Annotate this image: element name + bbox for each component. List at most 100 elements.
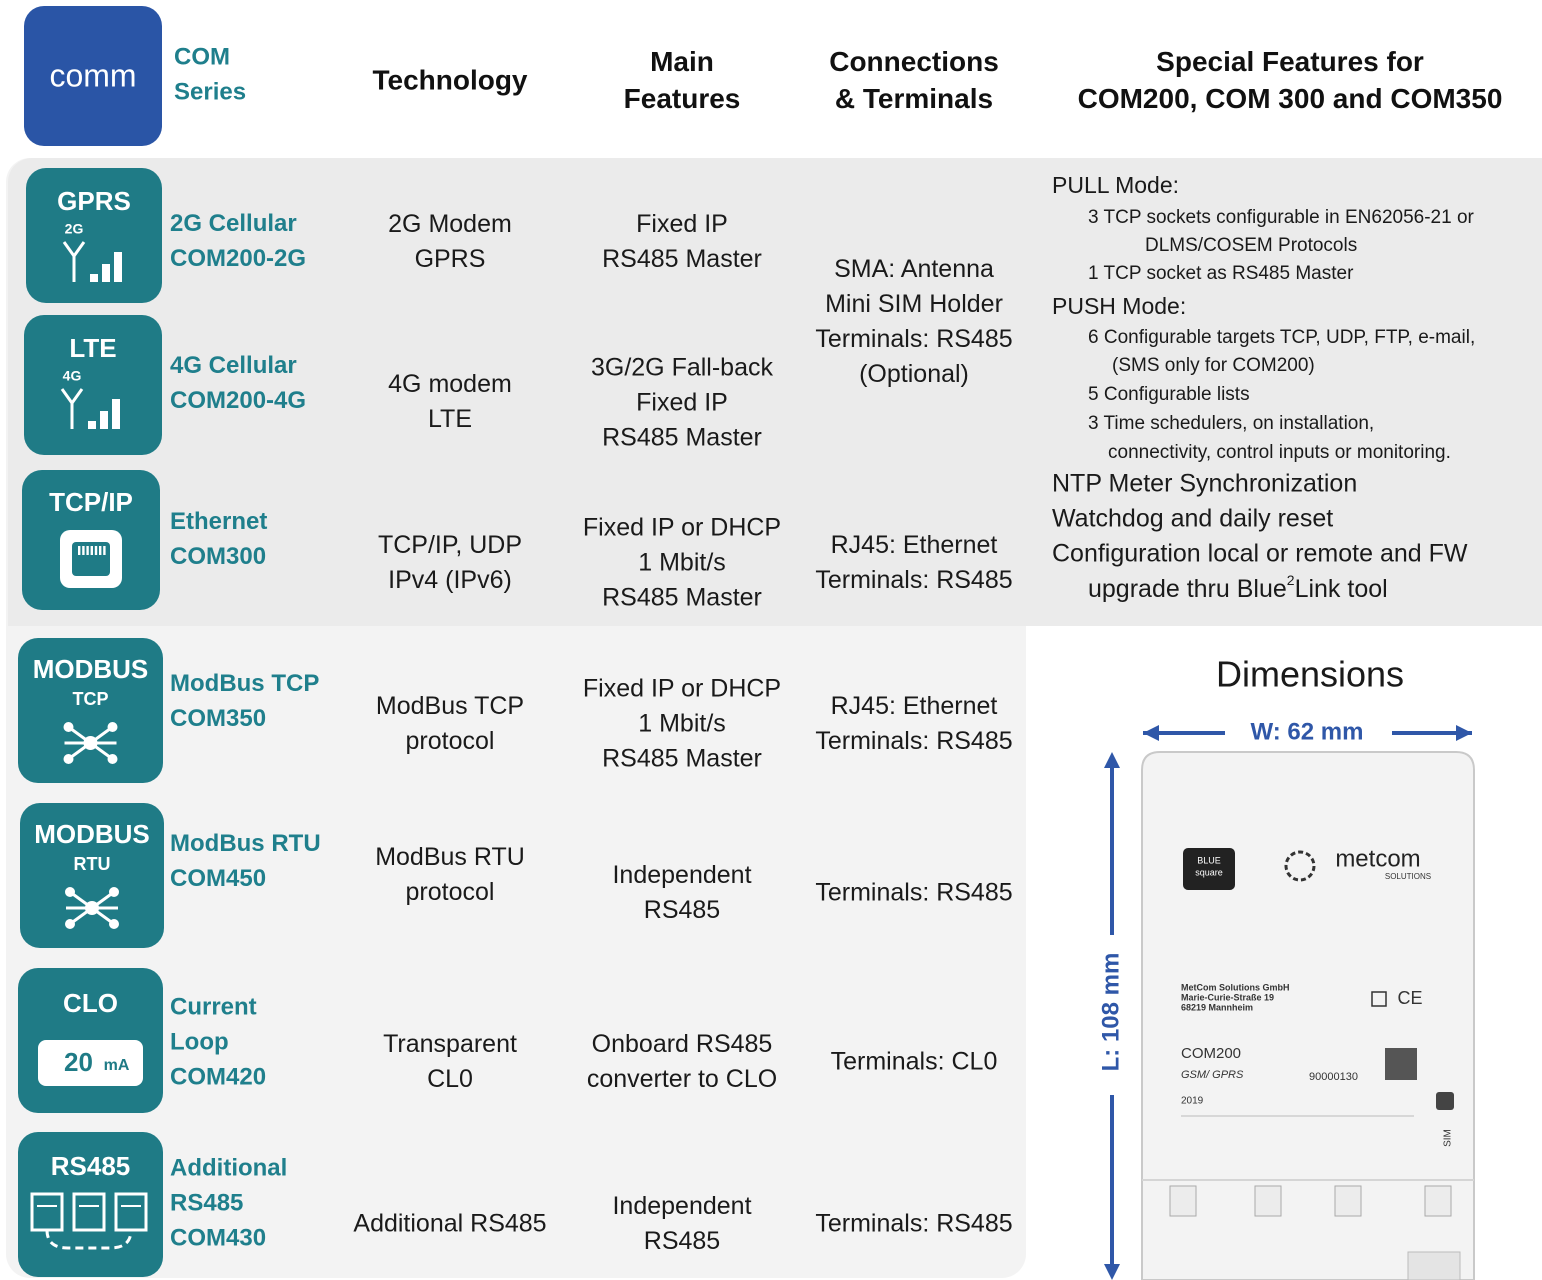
technology: Additional RS485 bbox=[353, 1210, 546, 1238]
main-features: 1 Mbit/s bbox=[638, 549, 726, 577]
column-header: & Terminals bbox=[835, 83, 993, 114]
signal-bar bbox=[114, 252, 122, 282]
device-text: BLUE bbox=[1197, 855, 1221, 865]
product-name: COM450 bbox=[170, 865, 266, 892]
length-label: L: 108 mm bbox=[1097, 953, 1124, 1072]
device-text: metcom bbox=[1335, 845, 1420, 872]
upper-band-fill bbox=[8, 600, 1026, 626]
device-text: MetCom Solutions GmbH bbox=[1181, 982, 1290, 992]
product-name: COM200-4G bbox=[170, 387, 306, 414]
connections: Mini SIM Holder bbox=[825, 290, 1003, 318]
main-features: 1 Mbit/s bbox=[638, 710, 726, 738]
icon-label: MODBUS bbox=[33, 654, 149, 684]
special-feature: NTP Meter Synchronization bbox=[1052, 470, 1357, 498]
main-features: RS485 Master bbox=[602, 245, 762, 273]
ethernet-pin bbox=[99, 546, 102, 555]
arrow-head bbox=[1456, 725, 1472, 741]
connections: Terminals: RS485 bbox=[815, 325, 1012, 353]
device-clip bbox=[1169, 1185, 1197, 1217]
width-label: W: 62 mm bbox=[1251, 718, 1364, 745]
metcom-mark bbox=[1284, 850, 1316, 882]
icon-label: TCP bbox=[73, 689, 109, 709]
device-port bbox=[1407, 1251, 1461, 1280]
series-label: Series bbox=[174, 78, 246, 105]
connections: Terminals: CL0 bbox=[831, 1048, 998, 1076]
technology: TCP/IP, UDP bbox=[378, 531, 522, 559]
product-name: COM350 bbox=[170, 705, 266, 732]
connections: Terminals: RS485 bbox=[815, 1210, 1012, 1238]
network-node bbox=[109, 919, 119, 929]
main-features: Fixed IP or DHCP bbox=[583, 675, 781, 703]
logo-box bbox=[24, 6, 162, 146]
special-feature: (SMS only for COM200) bbox=[1112, 355, 1315, 376]
technology: CL0 bbox=[427, 1065, 473, 1093]
icon-label: TCP/IP bbox=[49, 487, 133, 517]
icon-label: RTU bbox=[74, 854, 111, 874]
antenna bbox=[62, 241, 86, 282]
special-feature-part: 2 bbox=[1287, 572, 1295, 588]
network-node bbox=[65, 919, 75, 929]
connections: RJ45: Ethernet bbox=[831, 531, 998, 559]
product-name: RS485 bbox=[170, 1189, 243, 1216]
icon-label: LTE bbox=[69, 333, 116, 363]
technology: 4G modem bbox=[388, 370, 512, 398]
ethernet-pin bbox=[82, 546, 85, 555]
icon-box bbox=[26, 168, 162, 303]
special-feature: Configuration local or remote and FW bbox=[1052, 540, 1468, 568]
signal-bar bbox=[88, 421, 96, 429]
column-header: Main bbox=[650, 46, 714, 77]
connections: Terminals: RS485 bbox=[815, 879, 1012, 907]
icon-label: 20 bbox=[64, 1047, 93, 1077]
icon-label: MODBUS bbox=[34, 819, 150, 849]
product-name: Additional bbox=[170, 1154, 287, 1181]
technology: IPv4 (IPv6) bbox=[388, 566, 512, 594]
signal-bar bbox=[100, 411, 108, 429]
special-feature: 6 Configurable targets TCP, UDP, FTP, e-… bbox=[1088, 327, 1475, 348]
network-node bbox=[63, 754, 74, 764]
main-features: Independent bbox=[612, 1192, 751, 1220]
connections: Terminals: RS485 bbox=[815, 727, 1012, 755]
brand-box bbox=[1183, 848, 1235, 890]
network-node bbox=[109, 887, 119, 897]
ethernet-pin bbox=[94, 546, 98, 555]
connections: (Optional) bbox=[859, 360, 969, 388]
logo-text: comm bbox=[49, 57, 136, 93]
rs485-node bbox=[72, 1192, 106, 1232]
main-features: converter to CLO bbox=[587, 1065, 777, 1093]
series-label: COM bbox=[174, 43, 230, 70]
column-header: Features bbox=[624, 83, 741, 114]
sim-slot bbox=[1436, 1092, 1454, 1110]
product-name: ModBus RTU bbox=[170, 830, 321, 857]
datamatrix bbox=[1385, 1048, 1417, 1080]
device-clip bbox=[1334, 1185, 1362, 1217]
device-text: COM200 bbox=[1181, 1045, 1241, 1062]
special-feature: PULL Mode: bbox=[1052, 172, 1179, 198]
current-badge bbox=[38, 1040, 143, 1086]
arrow-head bbox=[1104, 752, 1120, 768]
main-features: Fixed IP bbox=[636, 210, 728, 238]
signal-bar bbox=[102, 264, 110, 282]
ethernet-pin bbox=[103, 546, 106, 555]
product-name: ModBus TCP bbox=[170, 670, 319, 697]
main-features: Fixed IP or DHCP bbox=[583, 514, 781, 542]
network-node bbox=[107, 754, 118, 764]
special-feature-part: Link tool bbox=[1295, 575, 1388, 603]
special-feature: 3 Time schedulers, on installation, bbox=[1088, 413, 1374, 434]
device-text: 90000130 bbox=[1309, 1071, 1358, 1083]
special-feature: 3 TCP sockets configurable in EN62056-21… bbox=[1088, 207, 1475, 228]
network-node bbox=[63, 722, 74, 732]
column-header: Special Features for bbox=[1156, 46, 1424, 77]
special-feature: Watchdog and daily reset bbox=[1052, 505, 1333, 533]
connections: RJ45: Ethernet bbox=[831, 692, 998, 720]
upper-band bbox=[8, 158, 1542, 626]
technology: GPRS bbox=[415, 245, 486, 273]
device-text: square bbox=[1195, 867, 1223, 877]
special-feature: PUSH Mode: bbox=[1052, 293, 1186, 319]
rs485-bus bbox=[45, 1229, 133, 1250]
ethernet-pin bbox=[78, 546, 81, 555]
icon-label: GPRS bbox=[57, 186, 131, 216]
special-feature: 1 TCP socket as RS485 Master bbox=[1088, 263, 1354, 284]
device-clip bbox=[1254, 1185, 1282, 1217]
